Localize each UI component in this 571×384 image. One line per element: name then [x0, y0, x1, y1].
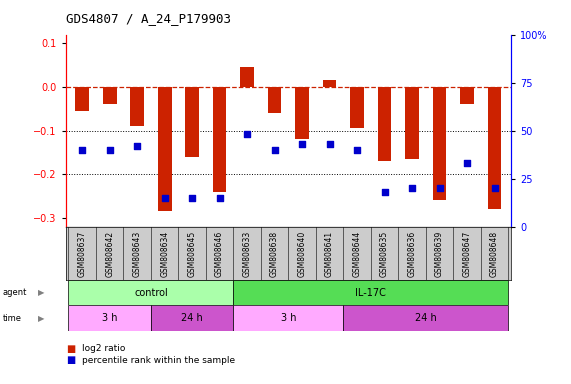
Point — [105, 147, 114, 153]
Text: agent: agent — [3, 288, 27, 297]
Point — [325, 141, 334, 147]
Point — [408, 185, 417, 191]
Bar — [377, 87, 392, 161]
Bar — [343, 305, 508, 331]
Bar — [460, 87, 474, 104]
Bar — [268, 87, 282, 113]
Text: ▶: ▶ — [38, 314, 45, 323]
Text: 3 h: 3 h — [280, 313, 296, 323]
Text: ▶: ▶ — [38, 288, 45, 297]
Text: 24 h: 24 h — [415, 313, 437, 323]
Point — [243, 131, 252, 137]
Bar — [405, 87, 419, 159]
Text: control: control — [134, 288, 168, 298]
Bar — [151, 305, 234, 331]
Point — [490, 185, 499, 191]
Bar — [213, 87, 227, 192]
Text: 3 h: 3 h — [102, 313, 118, 323]
Text: GSM808647: GSM808647 — [463, 230, 472, 276]
Text: GSM808635: GSM808635 — [380, 230, 389, 276]
Text: GSM808646: GSM808646 — [215, 230, 224, 276]
Point — [297, 141, 307, 147]
Text: log2 ratio: log2 ratio — [82, 344, 125, 353]
Point — [270, 147, 279, 153]
Bar — [69, 305, 151, 331]
Bar — [234, 305, 343, 331]
Point — [463, 160, 472, 166]
Text: GSM808648: GSM808648 — [490, 230, 499, 276]
Text: GSM808645: GSM808645 — [188, 230, 196, 276]
Text: GDS4807 / A_24_P179903: GDS4807 / A_24_P179903 — [66, 12, 231, 25]
Point — [352, 147, 361, 153]
Bar — [69, 280, 234, 305]
Point — [380, 189, 389, 195]
Bar — [323, 80, 336, 87]
Bar — [185, 87, 199, 157]
Point — [215, 195, 224, 201]
Bar — [158, 87, 171, 211]
Bar — [234, 280, 508, 305]
Text: GSM808636: GSM808636 — [408, 230, 417, 276]
Bar — [295, 87, 309, 139]
Text: GSM808644: GSM808644 — [352, 230, 361, 276]
Text: GSM808637: GSM808637 — [78, 230, 87, 276]
Text: ■: ■ — [66, 344, 75, 354]
Text: GSM808633: GSM808633 — [243, 230, 252, 276]
Point — [187, 195, 196, 201]
Point — [132, 143, 142, 149]
Bar — [75, 87, 89, 111]
Bar — [130, 87, 144, 126]
Point — [78, 147, 87, 153]
Text: GSM808638: GSM808638 — [270, 230, 279, 276]
Point — [160, 195, 169, 201]
Text: time: time — [3, 314, 22, 323]
Text: ■: ■ — [66, 355, 75, 365]
Bar — [350, 87, 364, 128]
Bar — [433, 87, 447, 200]
Point — [435, 185, 444, 191]
Text: GSM808634: GSM808634 — [160, 230, 169, 276]
Text: GSM808641: GSM808641 — [325, 230, 334, 276]
Text: GSM808643: GSM808643 — [132, 230, 142, 276]
Text: GSM808639: GSM808639 — [435, 230, 444, 276]
Text: 24 h: 24 h — [181, 313, 203, 323]
Bar — [103, 87, 116, 104]
Text: IL-17C: IL-17C — [355, 288, 386, 298]
Text: percentile rank within the sample: percentile rank within the sample — [82, 356, 235, 365]
Bar — [240, 67, 254, 87]
Bar — [488, 87, 501, 209]
Text: GSM808642: GSM808642 — [105, 230, 114, 276]
Text: GSM808640: GSM808640 — [297, 230, 307, 276]
